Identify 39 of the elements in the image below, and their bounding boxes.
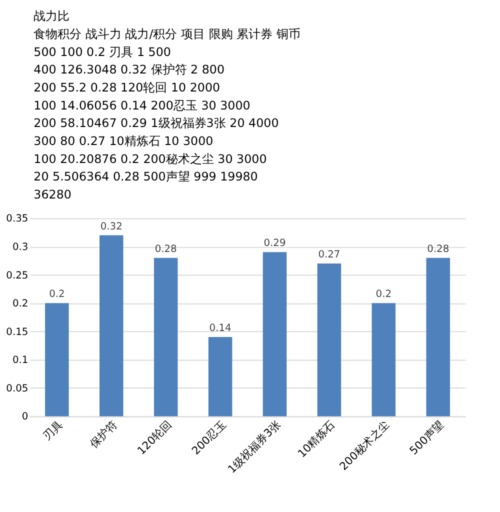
y-tick-label: 0.1 (12, 355, 28, 366)
bar (426, 258, 450, 416)
y-tick-label: 0.25 (6, 270, 28, 282)
text: 500 100 0.2 刃具 1 500 (34, 44, 171, 59)
y-tick-label: 0.35 (6, 214, 28, 225)
text: 食物积分 战斗力 战力/积分 项目 限购 累计券 铜币 (34, 27, 300, 42)
y-tick-label: 0.2 (12, 298, 28, 310)
data-label: 0.14 (209, 323, 232, 334)
x-tick-label: 刃具 (40, 418, 66, 443)
text: 100 14.06056 0.14 200忍玉 30 3000 (34, 98, 250, 112)
x-tick-label: 10精炼石 (295, 418, 338, 460)
bar (100, 235, 124, 416)
text: 20 5.506364 0.28 500声望 999 19980 (34, 170, 258, 184)
x-tick-label: 500声望 (407, 418, 447, 458)
text: 200 55.2 0.28 120轮回 10 2000 (34, 80, 220, 94)
bar (262, 252, 287, 416)
data-label: 0.32 (100, 221, 122, 232)
text: 200 58.10467 0.29 1级祝福券3张 20 4000 (34, 116, 279, 130)
y-tick-label: 0.3 (12, 242, 28, 253)
bar (317, 263, 342, 416)
data-label: 0.27 (318, 250, 340, 261)
data-label: 0.2 (49, 289, 65, 300)
bar (372, 303, 396, 416)
x-tick-label: 保护符 (87, 418, 120, 450)
data-label: 0.28 (154, 244, 177, 255)
bar (154, 258, 178, 416)
text: 36280 (34, 187, 72, 202)
bar (208, 337, 232, 416)
text: 100 20.20876 0.2 200秘术之尘 30 3000 (34, 152, 267, 166)
y-tick-label: 0.15 (6, 326, 28, 338)
text: 400 126.3048 0.32 保护符 2 800 (34, 62, 225, 77)
y-tick-label: 0 (22, 412, 28, 423)
y-tick-label: 0.05 (6, 383, 28, 394)
data-label: 0.28 (427, 244, 450, 255)
bar (45, 303, 69, 416)
text: 战力比 (34, 9, 70, 24)
text: 300 80 0.27 10精炼石 10 3000 (34, 134, 214, 148)
data-label: 0.2 (376, 289, 392, 300)
data-label: 0.29 (264, 238, 286, 250)
